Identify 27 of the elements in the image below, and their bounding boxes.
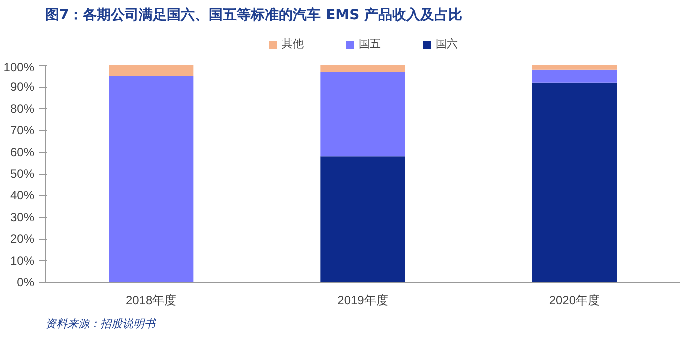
text: 资料来源：招股说明书 [46,318,158,330]
legend-label: 国五 [359,36,381,52]
bar [320,72,406,157]
bar [109,66,194,76]
chart-title: 图7：各期公司满足国六、国五等标准的汽车 EMS 产品收入及占比 [46,6,463,24]
y-tick-label: 60% [10,145,35,160]
legend-label: 其他 [282,36,304,52]
y-tick-label: 70% [10,124,35,138]
x-tick-label: 2018年度 [126,294,177,308]
bar [320,156,406,282]
x-tick-label: 2019年度 [338,294,388,308]
x-tick-label: 2020年度 [549,294,600,308]
bar [532,82,617,282]
bar [109,76,194,282]
y-tick-label: 80% [10,102,35,116]
y-tick-label: 90% [10,80,35,94]
bar [532,70,617,83]
y-tick-label: 50% [10,167,35,181]
y-tick-label: 100% [4,60,35,74]
y-tick-label: 0% [17,276,35,290]
legend-label: 国六 [436,36,458,52]
y-tick-label: 40% [10,188,35,203]
y-tick-label: 30% [10,210,35,224]
bar [320,66,406,72]
bar [532,66,617,70]
y-tick-label: 20% [10,232,35,246]
y-tick-label: 10% [10,254,35,268]
